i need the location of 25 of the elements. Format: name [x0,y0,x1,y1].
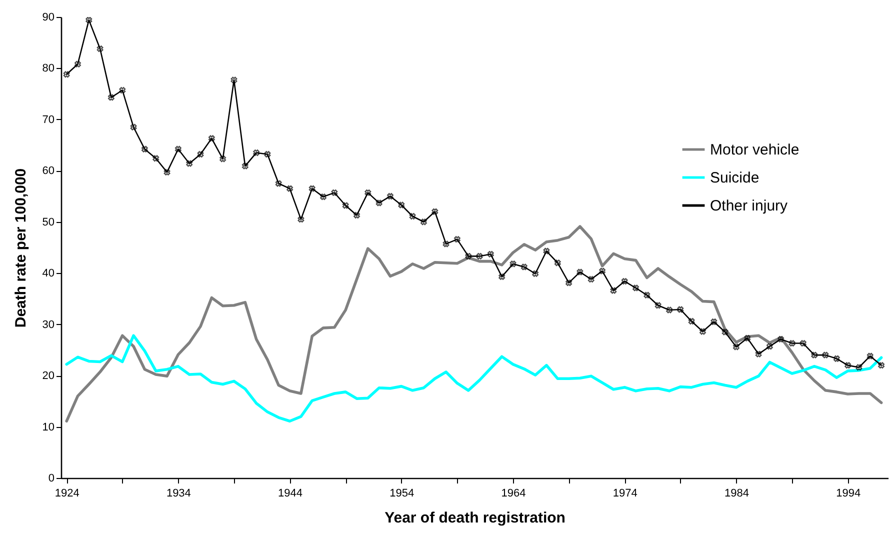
x-tick-label: 1984 [724,488,749,500]
y-tick-label: 50 [42,216,54,228]
y-tick-label: 0 [48,472,54,484]
x-tick-label: 1994 [836,488,861,500]
y-axis-title: Death rate per 100,000 [12,168,30,328]
x-axis-title: Year of death registration [384,510,566,526]
line-series [65,334,883,423]
legend-label: Suicide [710,170,760,186]
y-tick-label: 80 [42,62,54,75]
y-tick-label: 60 [42,165,54,178]
x-tick-label: 1954 [390,488,414,500]
x-tick-label: 1924 [54,488,80,500]
y-tick-label: 10 [42,421,54,434]
line-series [65,225,883,423]
x-tick-label: 1934 [166,488,191,500]
x-tick-label: 1974 [612,488,638,500]
y-tick-label: 90 [42,12,54,24]
x-tick-label: 1944 [278,488,303,500]
y-tick-label: 70 [42,114,54,126]
y-tick-label: 30 [42,318,54,331]
y-tick-label: 20 [42,370,54,382]
x-tick-label: 1964 [501,488,526,500]
y-tick-label: 40 [42,268,54,280]
legend-label: Other injury [710,198,788,214]
legend-label: Motor vehicle [710,142,800,158]
